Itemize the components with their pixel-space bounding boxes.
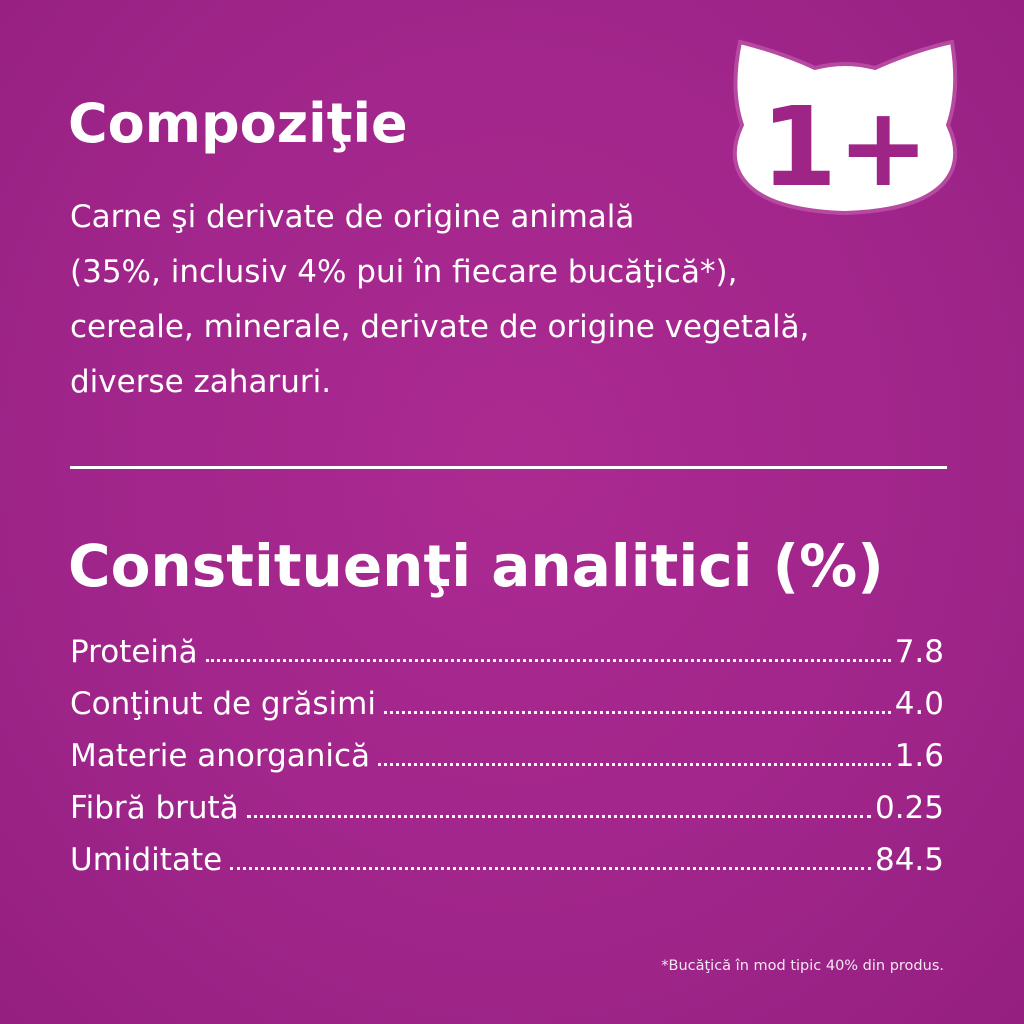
- divider: [70, 466, 947, 469]
- dot-leader: [230, 867, 871, 870]
- row-label: Materie anorganică: [70, 738, 371, 774]
- row-value: 84.5: [874, 842, 944, 878]
- row-value: 7.8: [894, 634, 944, 670]
- analytics-row: Conţinut de grăsimi 4.0: [70, 678, 944, 730]
- composition-line: diverse zaharuri.: [70, 364, 332, 400]
- analytics-list: Proteină 7.8 Conţinut de grăsimi 4.0 Mater…: [70, 626, 944, 886]
- footnote: *Bucăţică în mod tipic 40% din produs.: [661, 958, 944, 974]
- dot-leader: [378, 763, 891, 766]
- composition-text: Carne şi derivate de origine animală (35…: [70, 190, 970, 410]
- analytics-row: Proteină 7.8: [70, 626, 944, 678]
- cat-head-icon: 1+: [732, 39, 958, 216]
- row-label: Fibră brută: [70, 790, 239, 826]
- dot-leader: [205, 659, 891, 662]
- composition-line: Carne şi derivate de origine animală: [70, 199, 635, 235]
- badge-text: 1+: [761, 83, 930, 211]
- row-value: 1.6: [894, 738, 944, 774]
- dot-leader: [383, 711, 891, 714]
- composition-line: (35%, inclusiv 4% pui în fiecare bucăţic…: [70, 254, 738, 290]
- analytics-row: Materie anorganică 1.6: [70, 730, 944, 782]
- composition-title: Compoziţie: [68, 92, 408, 155]
- row-label: Umiditate: [70, 842, 223, 878]
- row-label: Proteină: [70, 634, 198, 670]
- analytics-row: Fibră brută 0.25: [70, 782, 944, 834]
- row-value: 0.25: [874, 790, 944, 826]
- analytics-title: Constituenţi analitici (%): [68, 532, 884, 600]
- analytics-row: Umiditate 84.5: [70, 834, 944, 886]
- row-label: Conţinut de grăsimi: [70, 686, 376, 722]
- dot-leader: [246, 815, 871, 818]
- row-value: 4.0: [894, 686, 944, 722]
- composition-line: cereale, minerale, derivate de origine v…: [70, 309, 810, 345]
